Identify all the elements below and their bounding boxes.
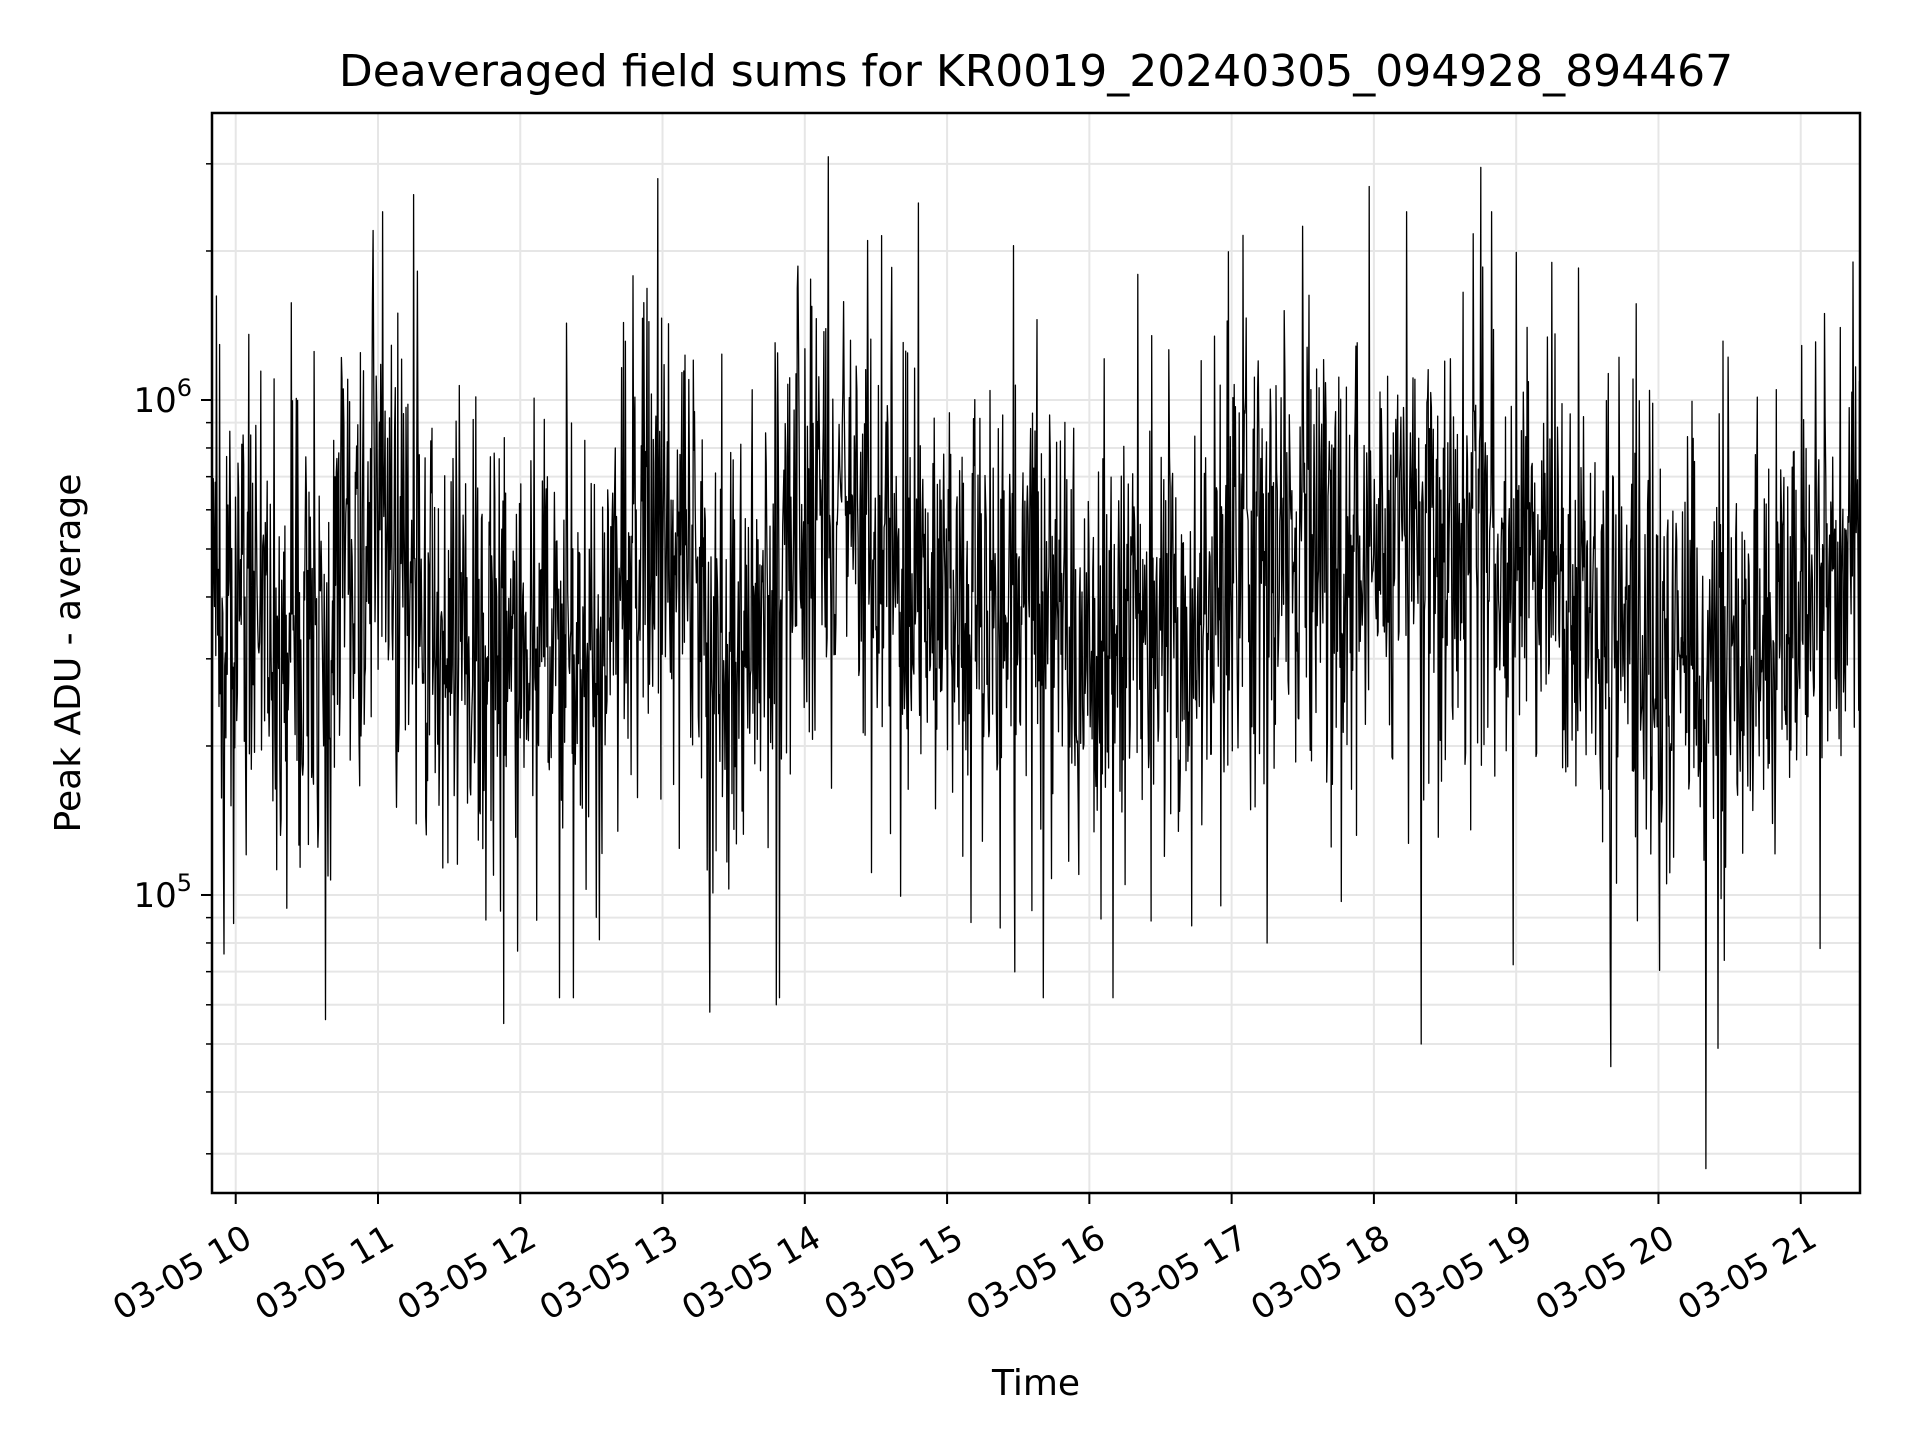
plot-area [211,156,1861,1170]
y-tick-label: 105 [133,869,192,916]
y-tick-base: 10 [133,381,176,421]
y-axis-label: Peak ADU - average [48,474,89,833]
y-tick-exponent: 6 [177,374,192,402]
y-tick-base: 10 [133,876,176,916]
y-tick-exponent: 5 [177,869,192,897]
series-line [211,156,1861,1170]
chart-title: Deaveraged field sums for KR0019_2024030… [339,46,1733,97]
y-tick-label: 106 [133,374,192,421]
x-axis-label: Time [991,1363,1080,1404]
axes-frame [210,111,1862,1195]
